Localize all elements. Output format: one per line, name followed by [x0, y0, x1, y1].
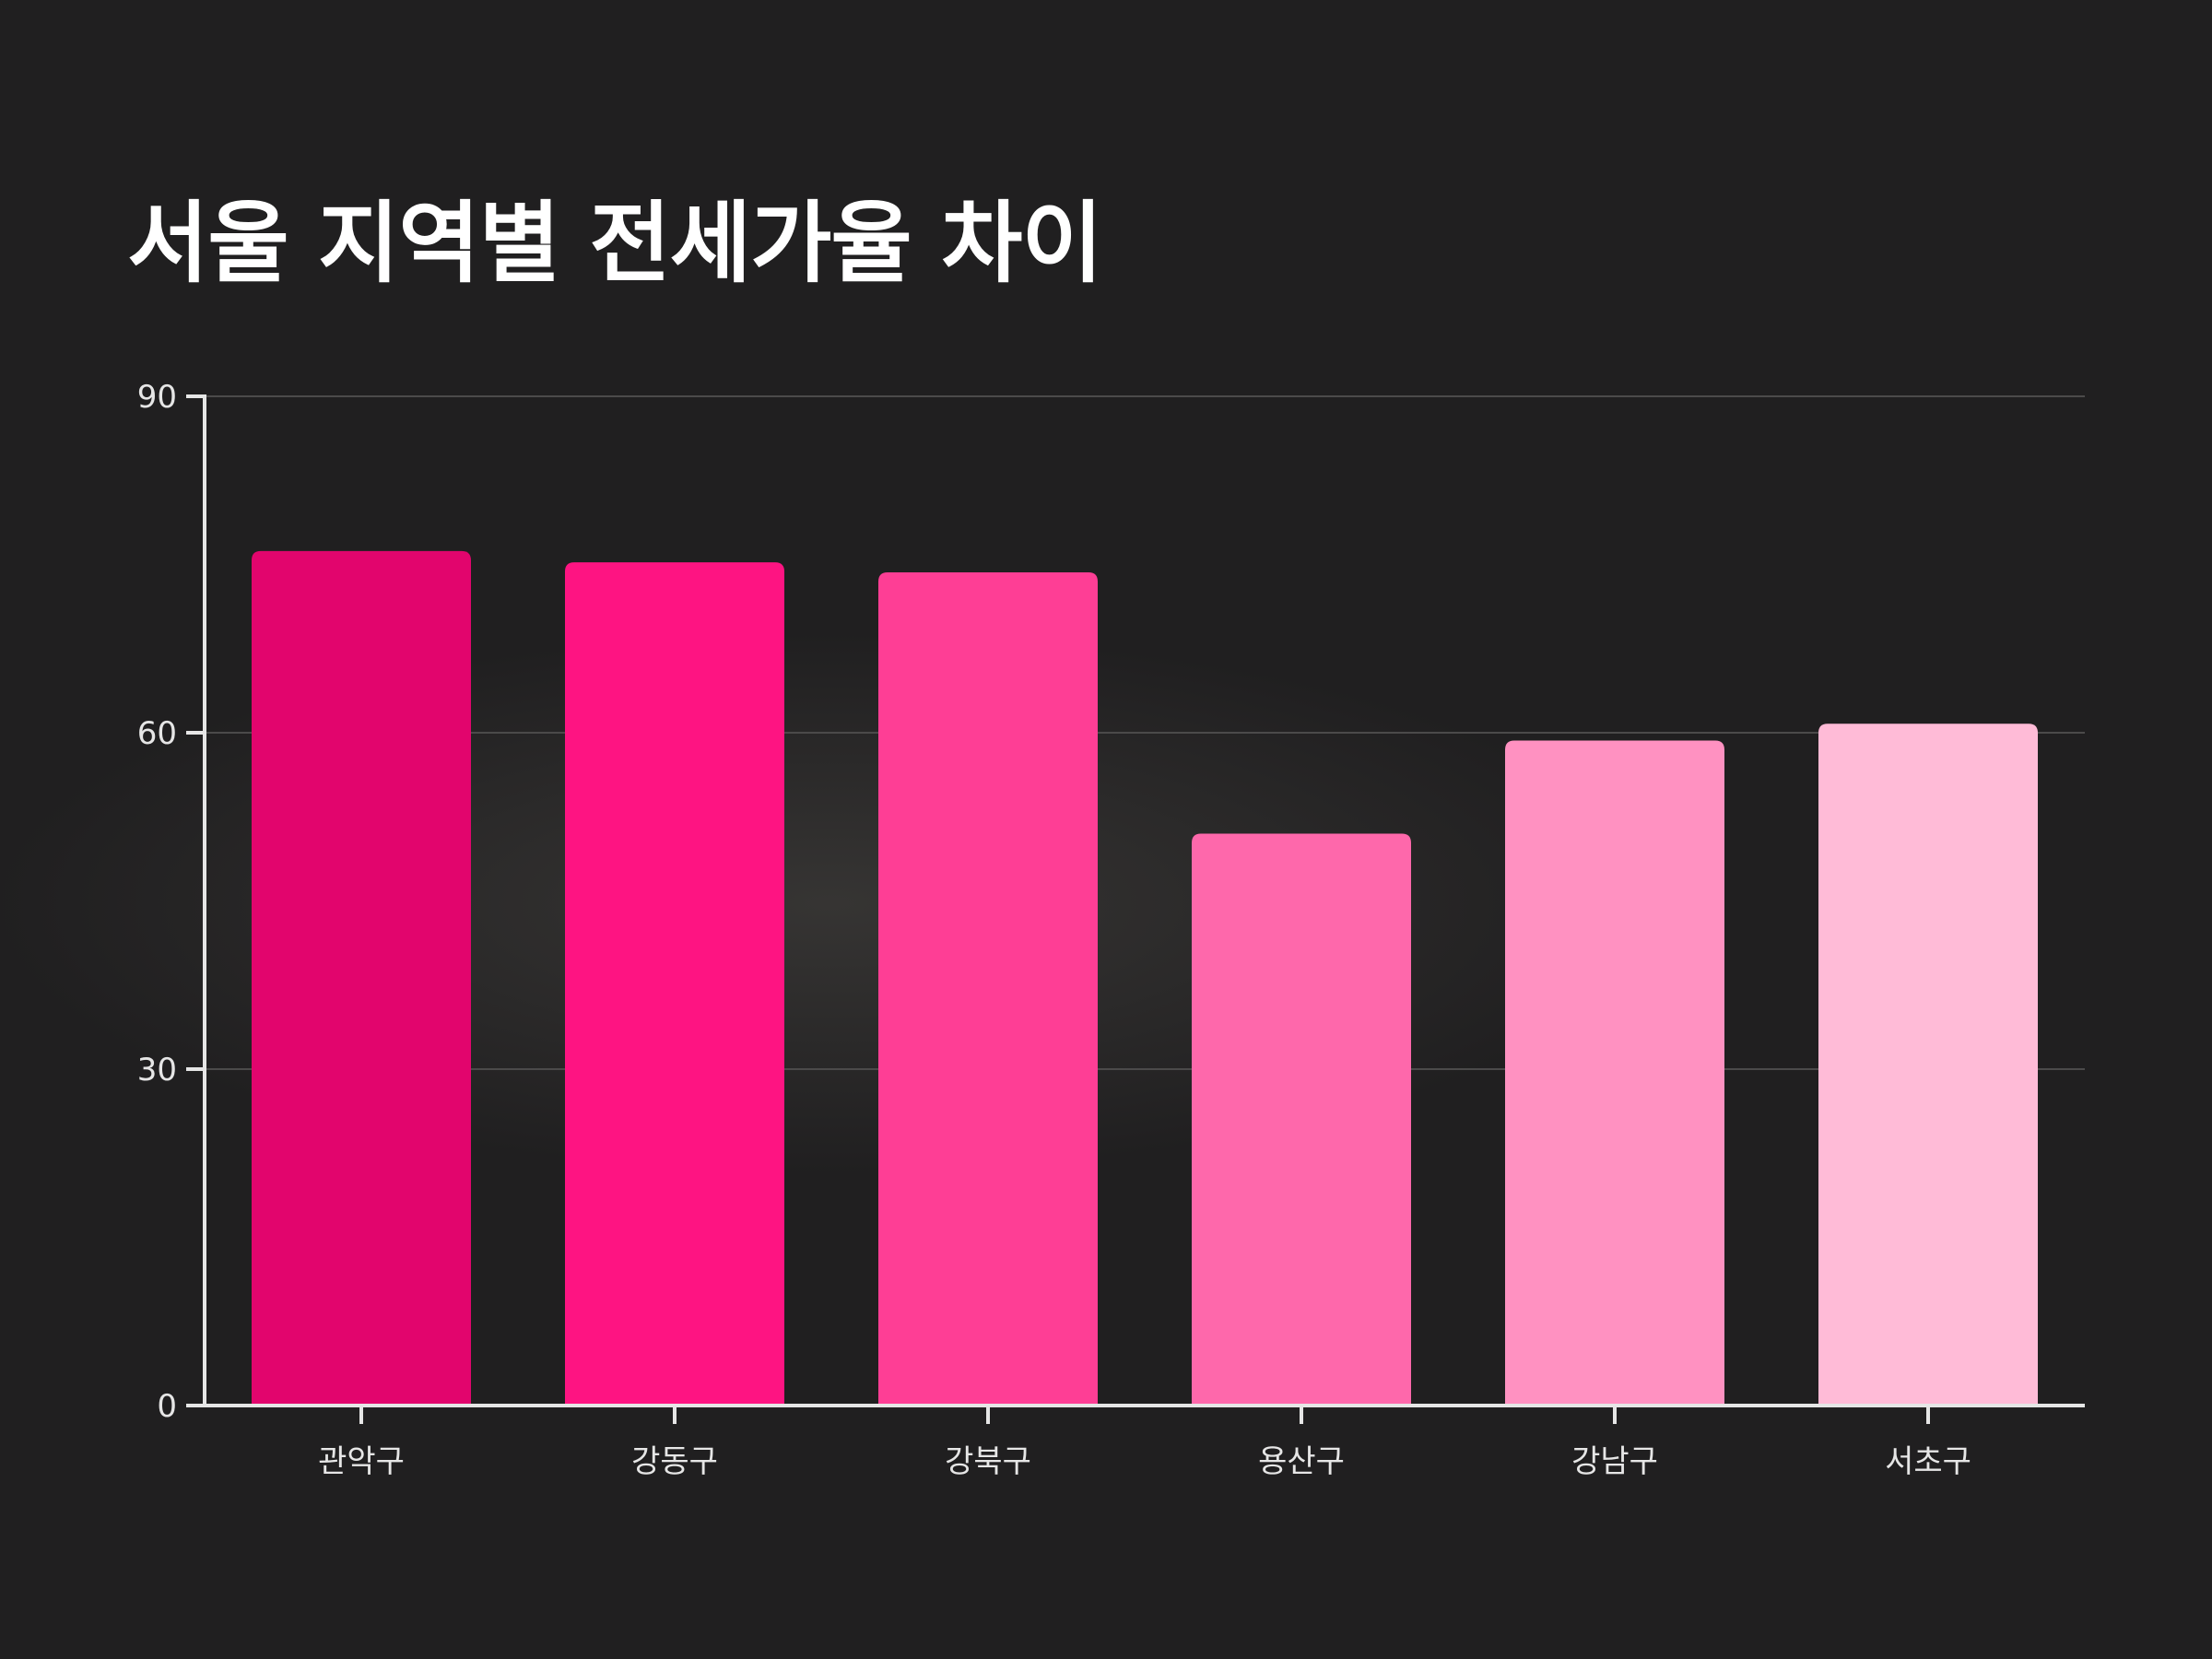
- bar-1: [252, 550, 471, 1406]
- x-tick-label: 강동구: [631, 1443, 718, 1480]
- y-tick-label: 0: [157, 1388, 177, 1425]
- tick-labels: 0 30 60 90 관악구 강동구 강북구 용산구 강남구 서초구: [137, 379, 1971, 1480]
- x-tick-label: 관악구: [318, 1443, 405, 1480]
- bars: [252, 550, 2038, 1406]
- bar-3: [878, 572, 1098, 1406]
- x-tick-label: 서초구: [1885, 1443, 1971, 1480]
- bar-4: [1192, 833, 1411, 1406]
- x-tick-label: 강남구: [1571, 1443, 1658, 1480]
- y-tick-label: 60: [137, 715, 177, 752]
- bar-5: [1505, 740, 1724, 1406]
- y-tick-label: 30: [137, 1052, 177, 1088]
- x-tick-label: 강북구: [945, 1443, 1031, 1480]
- bar-6: [1818, 724, 2038, 1406]
- axes: [186, 394, 2085, 1424]
- y-tick-label: 90: [137, 379, 177, 416]
- bar-2: [565, 562, 784, 1406]
- gridlines: [205, 395, 2085, 1070]
- chart-title: 서울 지역별 전세가율 차이: [127, 192, 1103, 295]
- x-tick-label: 용산구: [1258, 1443, 1345, 1480]
